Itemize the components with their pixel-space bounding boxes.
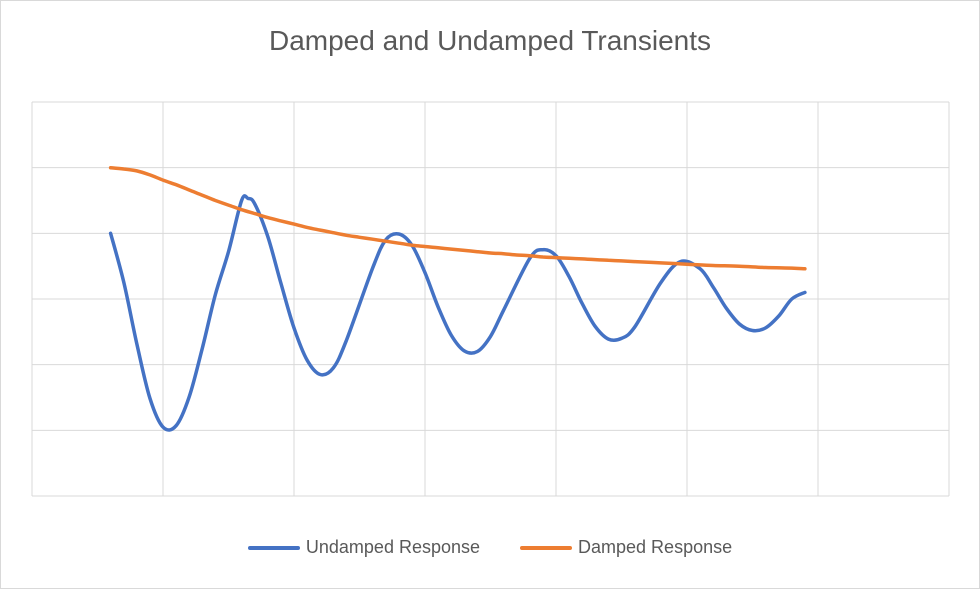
legend-item-undamped: Undamped Response	[247, 537, 481, 558]
legend-label-undamped: Undamped Response	[305, 537, 481, 557]
legend-label-damped: Damped Response	[578, 537, 733, 557]
series-line-damped	[108, 165, 807, 271]
legend-swatch-undamped	[247, 545, 300, 550]
gridlines	[31, 101, 950, 497]
series-line-undamped	[108, 194, 807, 432]
legend-item-damped: Damped Response	[520, 537, 732, 558]
chart-title: Damped and Undamped Transients	[268, 25, 712, 56]
series-lines	[108, 165, 807, 432]
legend-swatch-damped	[520, 545, 573, 550]
legend: Undamped Response Damped Response	[1, 537, 979, 558]
